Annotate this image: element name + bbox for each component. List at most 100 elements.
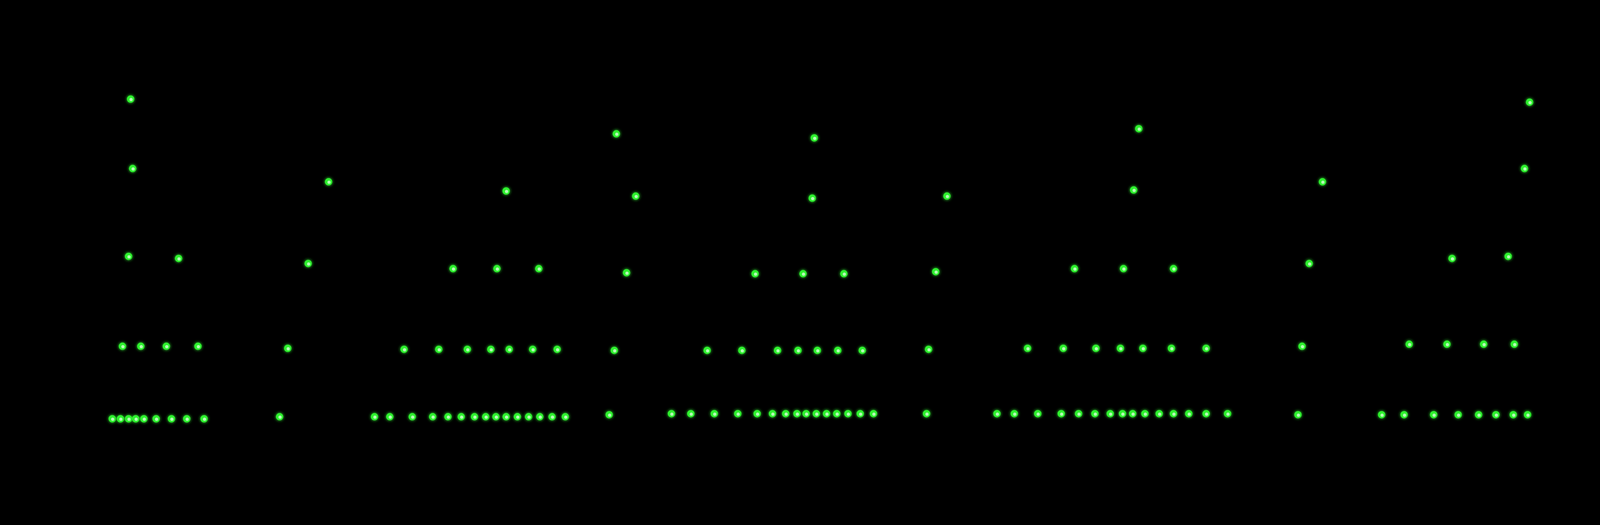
point-glow [631,192,640,200]
point-core [835,412,839,416]
point [808,194,816,203]
point-core [1205,412,1209,416]
point-glow [1475,410,1483,419]
point-glow [833,346,842,354]
point-glow [1169,410,1178,418]
point-glow [1405,340,1413,348]
point [856,410,864,418]
point-glow [1400,410,1408,419]
point-glow [1525,98,1534,106]
point [324,178,333,186]
point [932,267,940,276]
point-glow [1092,344,1100,352]
point [449,264,457,273]
point-core [802,272,806,276]
point [1448,254,1456,262]
point-core [484,415,488,419]
point-core [706,349,710,353]
point [751,269,759,278]
point-core [1121,412,1125,416]
point-glow [869,410,878,418]
point-glow [1454,410,1462,419]
point-core [134,417,138,421]
point [1480,340,1488,348]
point-glow [840,269,848,278]
point-core [170,417,174,421]
point [1116,344,1125,352]
point-core [1523,167,1527,171]
point-core [111,417,115,421]
point-glow [612,130,620,138]
point-core [689,412,693,416]
point [304,259,312,268]
point-core [139,344,143,349]
point-core [431,415,435,419]
point [1509,410,1517,419]
point-glow [470,412,479,421]
point [1525,98,1534,106]
point-glow [794,346,802,354]
point-glow [1223,410,1232,418]
point-glow [124,415,133,423]
point-core [754,272,758,276]
point-glow [1305,259,1313,268]
point-core [1109,412,1113,416]
point-glow [1130,186,1138,194]
point [869,410,878,418]
point-glow [667,410,676,418]
point [687,410,695,418]
point-core [121,344,125,349]
point-core [713,412,717,416]
point-glow [1298,342,1306,351]
point-core [736,412,740,416]
point-glow [1184,410,1193,418]
point-core [507,348,512,352]
point-glow [553,345,561,353]
point [505,345,513,353]
point-glow [858,346,866,354]
point [1119,264,1128,273]
point [561,412,570,421]
point-core [825,412,829,416]
point-core [1445,343,1450,347]
point [710,410,719,418]
point-core [154,417,159,421]
point-glow [118,342,126,351]
point-core [811,196,815,201]
point-glow [1091,410,1099,418]
point-core [1403,413,1407,417]
point-core [165,344,169,349]
point [794,346,802,354]
point-glow [751,269,759,278]
point [822,410,831,418]
point-glow [1070,264,1079,273]
point [124,252,133,261]
point-glow [487,345,495,353]
point [1118,410,1127,418]
point [1169,410,1178,418]
point [183,415,191,423]
point-glow [1074,410,1083,418]
point-glow [1378,410,1386,419]
point-glow [535,412,544,421]
point-core [466,348,470,352]
point-glow [1155,410,1163,418]
point-glow [386,412,394,421]
point-glow [463,345,471,353]
point-core [446,415,451,419]
point-core [1119,346,1123,351]
point-core [537,267,542,271]
point-core [531,348,535,352]
point-core [1077,412,1081,416]
plot-area [108,95,1534,423]
point [1070,264,1079,273]
point [513,412,522,421]
point-core [927,348,931,352]
point-glow [1034,410,1042,418]
point-glow [493,264,501,273]
point-core [202,417,207,421]
point [1155,410,1163,418]
point [703,346,711,354]
point [152,415,160,423]
point [993,410,1001,418]
